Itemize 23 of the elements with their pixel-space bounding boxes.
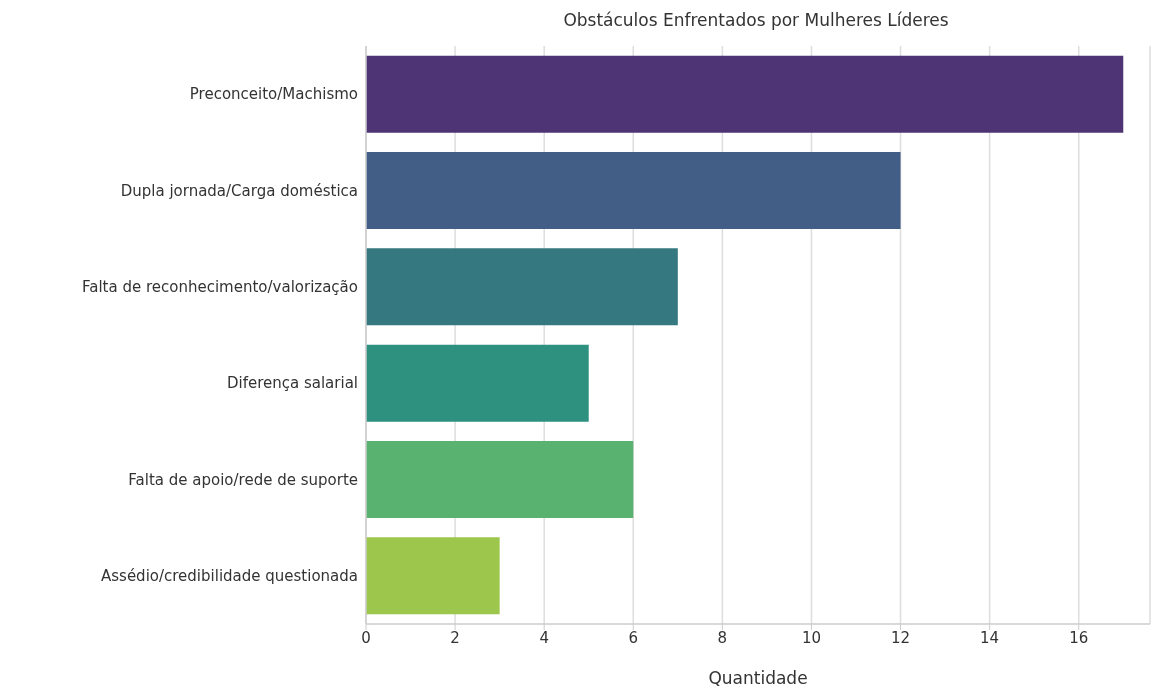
x-tick-label: 0 (361, 628, 371, 647)
y-tick-label: Falta de apoio/rede de suporte (128, 470, 358, 489)
y-tick-label: Falta de reconhecimento/valorização (81, 278, 358, 297)
x-tick-label: 14 (980, 628, 1000, 647)
bar (366, 440, 634, 518)
x-tick-label: 12 (891, 628, 911, 647)
y-tick-label: Assédio/credibilidade questionada (100, 567, 358, 586)
x-tick-label: 4 (539, 628, 549, 647)
x-tick-label: 6 (628, 628, 639, 647)
x-tick-label: 8 (717, 628, 728, 647)
y-tick-label: Dupla jornada/Carga doméstica (120, 181, 358, 200)
chart-title: Obstáculos Enfrentados por Mulheres Líderes (562, 10, 950, 30)
x-tick-label: 10 (801, 628, 821, 647)
bar (366, 344, 589, 422)
bar (366, 248, 678, 326)
x-tick-label: 2 (450, 628, 460, 647)
x-axis-title: Quantidade (708, 668, 808, 688)
bar (366, 537, 500, 615)
y-tick-label: Diferença salarial (226, 374, 358, 393)
bar (366, 151, 901, 229)
x-tick-label: 16 (1069, 628, 1089, 647)
y-tick-label: Preconceito/Machismo (189, 85, 358, 104)
bar (366, 55, 1124, 133)
